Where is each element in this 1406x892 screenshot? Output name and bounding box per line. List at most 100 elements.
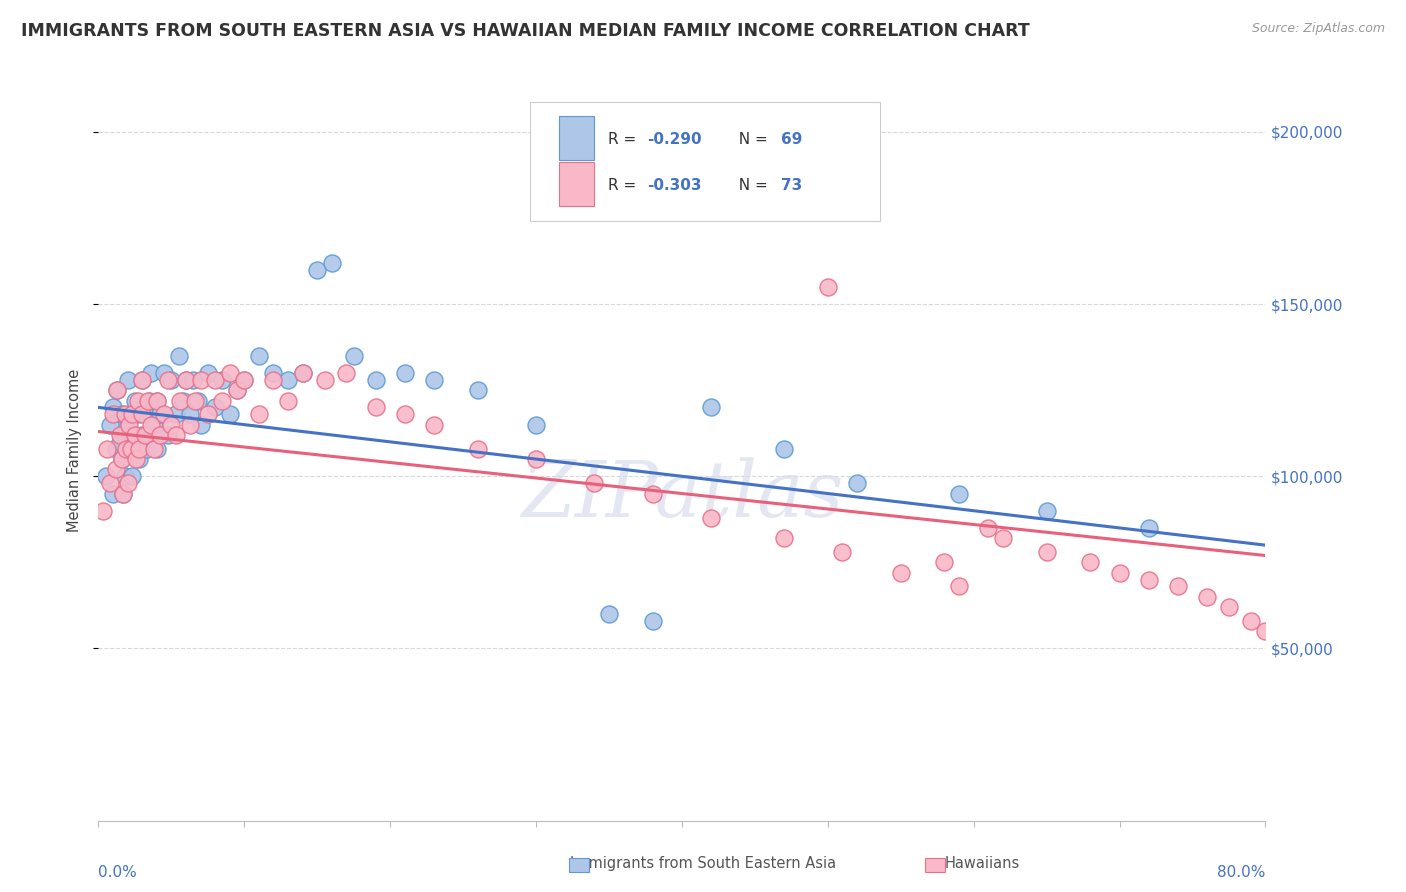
Text: -0.303: -0.303	[647, 178, 702, 193]
Point	[467, 442, 489, 456]
Point	[165, 407, 187, 421]
Point	[181, 373, 204, 387]
Point	[157, 373, 180, 387]
Point	[134, 428, 156, 442]
Point	[111, 452, 134, 467]
Point	[218, 407, 240, 421]
Point	[172, 393, 194, 408]
Text: Source: ZipAtlas.com: Source: ZipAtlas.com	[1251, 22, 1385, 36]
Point	[187, 393, 209, 408]
Point	[598, 607, 620, 621]
Point	[101, 486, 124, 500]
Point	[160, 373, 183, 387]
Point	[110, 434, 132, 449]
Point	[364, 373, 387, 387]
Point	[700, 510, 723, 524]
Point	[394, 407, 416, 421]
Point	[101, 407, 124, 421]
Point	[98, 417, 121, 432]
Point	[321, 256, 343, 270]
Point	[197, 407, 219, 421]
Point	[124, 393, 146, 408]
Point	[160, 417, 183, 432]
Point	[1137, 573, 1160, 587]
Point	[1108, 566, 1130, 580]
Point	[394, 366, 416, 380]
Text: 73: 73	[782, 178, 803, 193]
Point	[204, 373, 226, 387]
Bar	[560, 116, 595, 161]
Point	[117, 476, 139, 491]
Text: -0.290: -0.290	[647, 132, 702, 147]
FancyBboxPatch shape	[530, 103, 880, 221]
Point	[98, 476, 121, 491]
Text: 69: 69	[782, 132, 803, 147]
Text: R =: R =	[609, 132, 641, 147]
Point	[524, 452, 547, 467]
Y-axis label: Median Family Income: Median Family Income	[67, 368, 83, 533]
Point	[364, 401, 387, 415]
Point	[112, 486, 135, 500]
Point	[277, 393, 299, 408]
Point	[146, 442, 169, 456]
Point	[146, 393, 169, 408]
Point	[307, 262, 329, 277]
Point	[335, 366, 357, 380]
Point	[128, 442, 150, 456]
Point	[1035, 504, 1057, 518]
Point	[120, 442, 142, 456]
Point	[890, 566, 912, 580]
Point	[125, 452, 148, 467]
Point	[233, 373, 256, 387]
Point	[700, 401, 723, 415]
Point	[1035, 545, 1057, 559]
Text: Immigrants from South Eastern Asia: Immigrants from South Eastern Asia	[569, 856, 837, 871]
Point	[138, 393, 160, 408]
Point	[142, 417, 165, 432]
Point	[817, 280, 839, 294]
Point	[131, 373, 153, 387]
Point	[153, 407, 176, 421]
Point	[846, 476, 869, 491]
Point	[773, 531, 796, 545]
Point	[467, 383, 489, 397]
Point	[183, 393, 205, 408]
Point	[128, 452, 150, 467]
Point	[831, 545, 853, 559]
Point	[149, 428, 172, 442]
Point	[134, 407, 156, 421]
Point	[948, 486, 970, 500]
Point	[120, 442, 142, 456]
Point	[218, 366, 240, 380]
Point	[131, 407, 153, 421]
Point	[120, 407, 142, 421]
Point	[146, 393, 169, 408]
Point	[773, 442, 796, 456]
Text: R =: R =	[609, 178, 641, 193]
Point	[104, 462, 127, 476]
Point	[197, 366, 219, 380]
Point	[262, 373, 284, 387]
Point	[96, 442, 118, 456]
Point	[127, 407, 149, 421]
Point	[1080, 555, 1102, 569]
Point	[114, 407, 136, 421]
Point	[167, 349, 190, 363]
Text: ZIPatlas: ZIPatlas	[520, 457, 844, 533]
Point	[423, 373, 446, 387]
Point	[105, 383, 128, 397]
Point	[114, 428, 136, 442]
Point	[153, 366, 176, 380]
Point	[262, 366, 284, 380]
Point	[641, 614, 664, 628]
Point	[105, 383, 128, 397]
Point	[169, 393, 191, 408]
Point	[131, 428, 153, 442]
Point	[174, 373, 197, 387]
Point	[641, 486, 664, 500]
Point	[1195, 590, 1218, 604]
Point	[524, 417, 547, 432]
Point	[934, 555, 956, 569]
Point	[136, 393, 159, 408]
Point	[111, 452, 134, 467]
